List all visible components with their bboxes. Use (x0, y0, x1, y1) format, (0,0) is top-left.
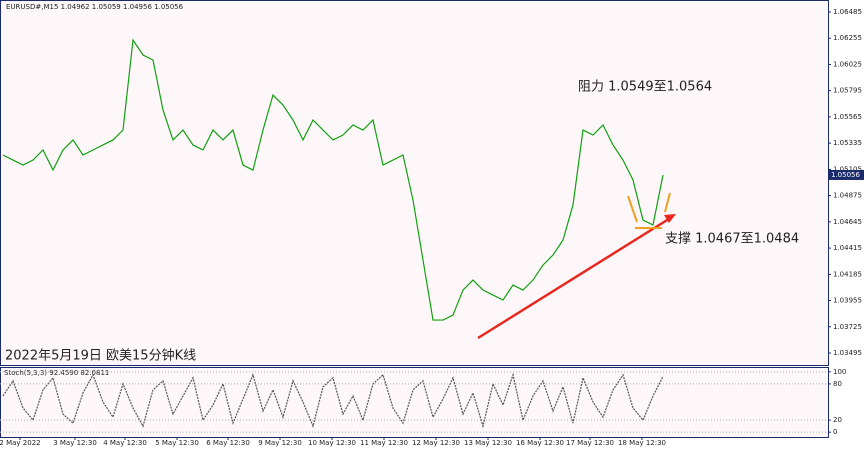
y-tick-label: 1.04415 (833, 244, 862, 252)
x-tick-label: 11 May 12:30 (360, 439, 408, 447)
y-tick-label: 1.05105 (833, 165, 862, 173)
x-tick-label: 10 May 12:30 (308, 439, 356, 447)
x-tick-label: 2 May 2022 (0, 439, 41, 447)
last-price-tag (828, 169, 864, 180)
annotation: 阻力 1.0549至1.0564 (578, 80, 712, 95)
price-line (2, 38, 664, 321)
y-tick-label: 1.05335 (833, 139, 862, 147)
stoch-panel (0, 367, 829, 438)
trend-line (477, 215, 673, 340)
y-tick-label: 1.04185 (833, 270, 862, 278)
y-tick-label: 1.06025 (833, 60, 862, 68)
y-tick-label: 1.03725 (833, 323, 862, 331)
last-price-label: 1.05056 (831, 171, 860, 179)
x-tick-label: 3 May 12:30 (53, 439, 97, 447)
price-line (2, 372, 664, 429)
annotation: 2022年5月19日 欧美15分钟K线 (5, 348, 196, 364)
x-tick-label: 6 May 12:30 (206, 439, 250, 447)
y-tick-label: 1.06255 (833, 34, 862, 42)
x-tick-label: 18 May 12:30 (618, 439, 666, 447)
y-tick-label: 0 (833, 428, 837, 436)
y-tick-label: 1.03955 (833, 297, 862, 305)
stoch-title: Stoch(5,3,3) 92.4590 82.0811 (4, 369, 109, 377)
y-tick-label: 1.06485 (833, 8, 862, 16)
y-tick-label: 1.04645 (833, 218, 862, 226)
y-tick-label: 1.04875 (833, 192, 862, 200)
arrow (627, 195, 638, 223)
arrow (664, 192, 671, 213)
x-tick-label: 4 May 12:30 (103, 439, 147, 447)
y-tick-label: 1.03495 (833, 349, 862, 357)
y-tick-label: 1.05565 (833, 113, 862, 121)
y-tick-label: 100 (833, 368, 846, 376)
arrow-head (664, 214, 676, 223)
x-tick-label: 9 May 12:30 (258, 439, 302, 447)
y-tick-label: 20 (833, 416, 842, 424)
x-tick-label: 13 May 12:30 (464, 439, 512, 447)
chart-title: EURUSD#,M15 1.04962 1.05059 1.04956 1.05… (6, 3, 184, 11)
x-tick-label: 17 May 12:30 (566, 439, 614, 447)
x-tick-label: 5 May 12:30 (155, 439, 199, 447)
y-tick-label: 1.05795 (833, 87, 862, 95)
main-panel (0, 0, 829, 366)
x-tick-label: 12 May 12:30 (412, 439, 460, 447)
annotation: 支撑 1.0467至1.0484 (665, 232, 799, 247)
y-tick-label: 80 (833, 380, 842, 388)
x-tick-label: 16 May 12:30 (516, 439, 564, 447)
